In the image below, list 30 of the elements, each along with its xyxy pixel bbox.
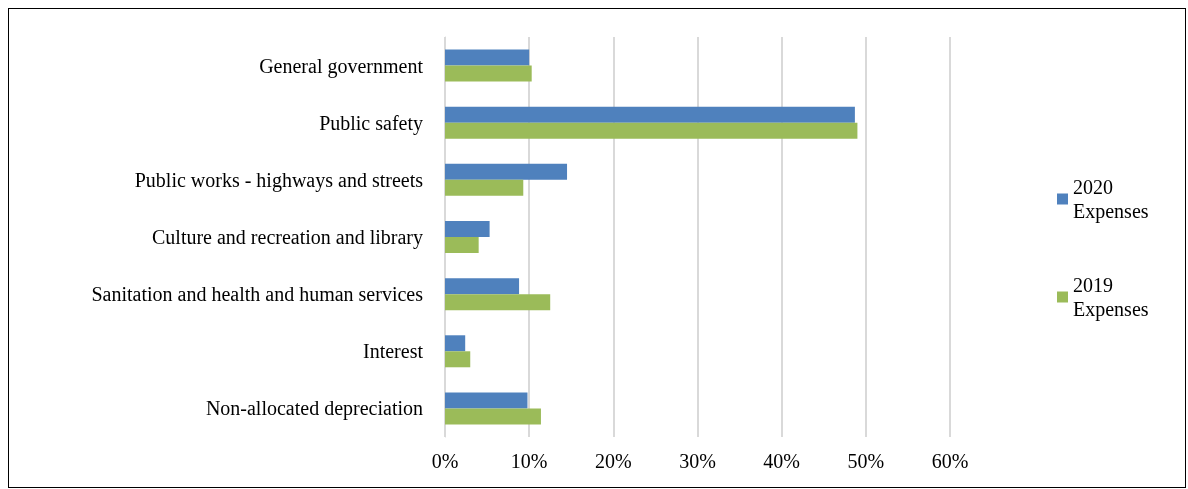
x-tick-label: 10% [510, 450, 548, 472]
y-tick-label: Non-allocated depreciation [205, 397, 423, 421]
bar [445, 408, 541, 425]
bar [445, 65, 532, 82]
bar [445, 106, 855, 123]
bar [445, 221, 490, 237]
x-tick-label: 50% [847, 450, 885, 472]
bar [445, 351, 471, 368]
x-tick-label: 30% [679, 450, 716, 472]
y-tick-label: Culture and recreation and library [152, 226, 423, 249]
bar [445, 179, 524, 196]
x-tick-label: 20% [595, 450, 632, 472]
bar [445, 237, 479, 253]
legend-label: 2019 Expenses [1073, 274, 1149, 321]
bar [445, 163, 568, 180]
legend-label: 2020 Expenses [1073, 176, 1149, 223]
y-tick-label: Interest [363, 340, 424, 363]
bar [445, 392, 528, 409]
x-tick-label: 0% [431, 450, 459, 472]
y-tick-label: General government [259, 54, 424, 78]
bar [445, 335, 466, 352]
y-tick-label: Public works - highways and streets [134, 168, 424, 192]
bar [445, 122, 858, 139]
y-tick-label: Public safety [319, 111, 423, 135]
y-tick-label: Sanitation and health and human services [91, 283, 424, 306]
bar [445, 294, 551, 311]
x-tick-label: 60% [931, 450, 969, 472]
bar [445, 49, 530, 66]
bar [445, 278, 520, 295]
x-tick-label: 40% [763, 450, 800, 472]
